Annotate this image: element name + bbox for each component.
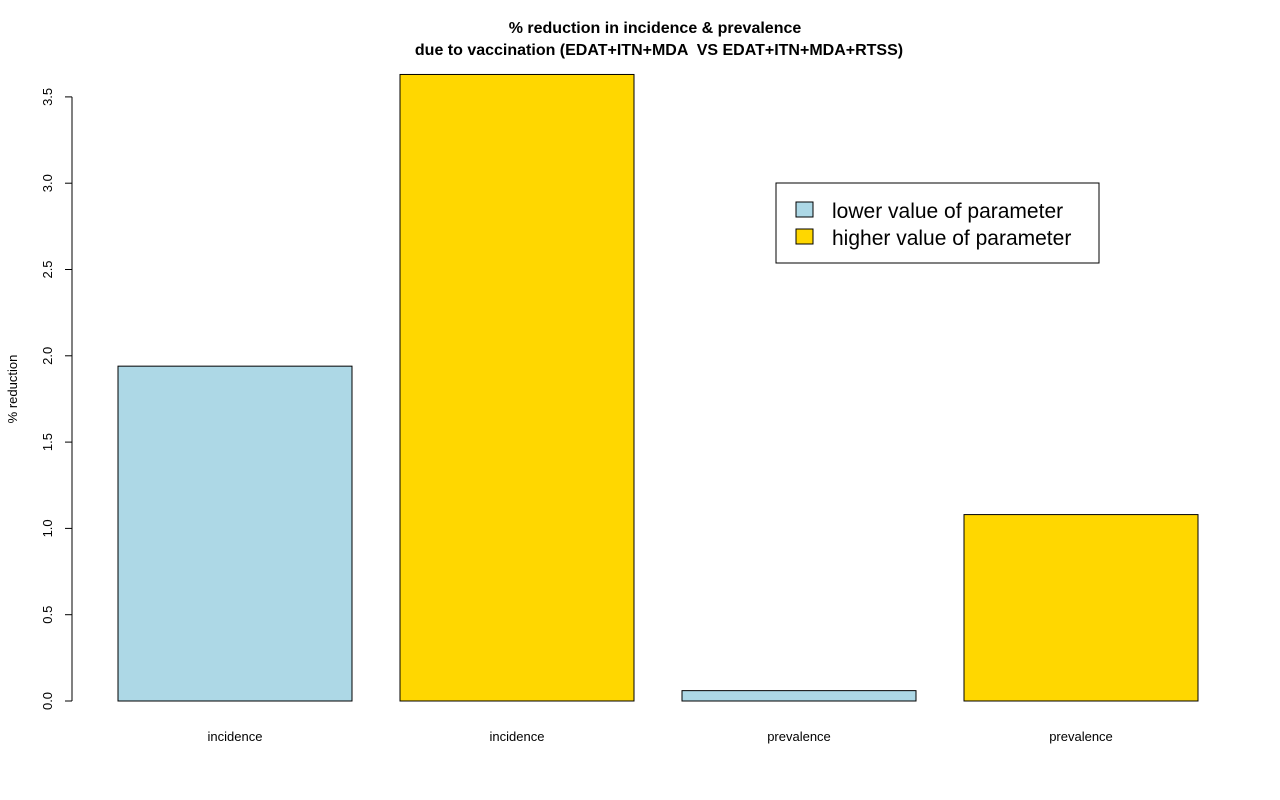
- x-axis-labels: incidence incidence prevalence prevalence: [208, 729, 1113, 744]
- bar-incidence-higher: [399, 73, 635, 702]
- y-tick-label: 1.5: [40, 433, 55, 451]
- y-tick-label: 0.0: [40, 692, 55, 710]
- y-tick-label: 3.0: [40, 174, 55, 192]
- y-tick-label: 0.5: [40, 606, 55, 624]
- bar-prevalence-higher: [963, 514, 1199, 702]
- x-tick-label: prevalence: [767, 729, 831, 744]
- y-tick-label: 2.0: [40, 347, 55, 365]
- legend-label-higher: higher value of parameter: [832, 227, 1071, 250]
- bar-incidence-lower: [117, 365, 353, 702]
- legend-box: [775, 182, 1100, 264]
- legend-swatch-higher: [795, 228, 814, 245]
- bar-prevalence-lower: [681, 690, 917, 702]
- bars: [117, 73, 1199, 702]
- legend-swatch-lower: [795, 201, 814, 218]
- y-tick-label: 3.5: [40, 88, 55, 106]
- y-tick-label: 2.5: [40, 260, 55, 278]
- x-tick-label: prevalence: [1049, 729, 1113, 744]
- y-axis: 0.0 0.5 1.0 1.5 2.0 2.5 3.0 3.5: [40, 88, 73, 710]
- chart-subtitle: due to vaccination (EDAT+ITN+MDA VS EDAT…: [415, 42, 903, 59]
- chart-title: % reduction in incidence & prevalence: [509, 20, 802, 37]
- y-tick-label: 1.0: [40, 519, 55, 537]
- y-axis-label: % reduction: [5, 355, 20, 424]
- x-tick-label: incidence: [490, 729, 545, 744]
- legend-label-lower: lower value of parameter: [832, 200, 1063, 223]
- legend: lower value of parameter higher value of…: [775, 182, 1100, 264]
- x-tick-label: incidence: [208, 729, 263, 744]
